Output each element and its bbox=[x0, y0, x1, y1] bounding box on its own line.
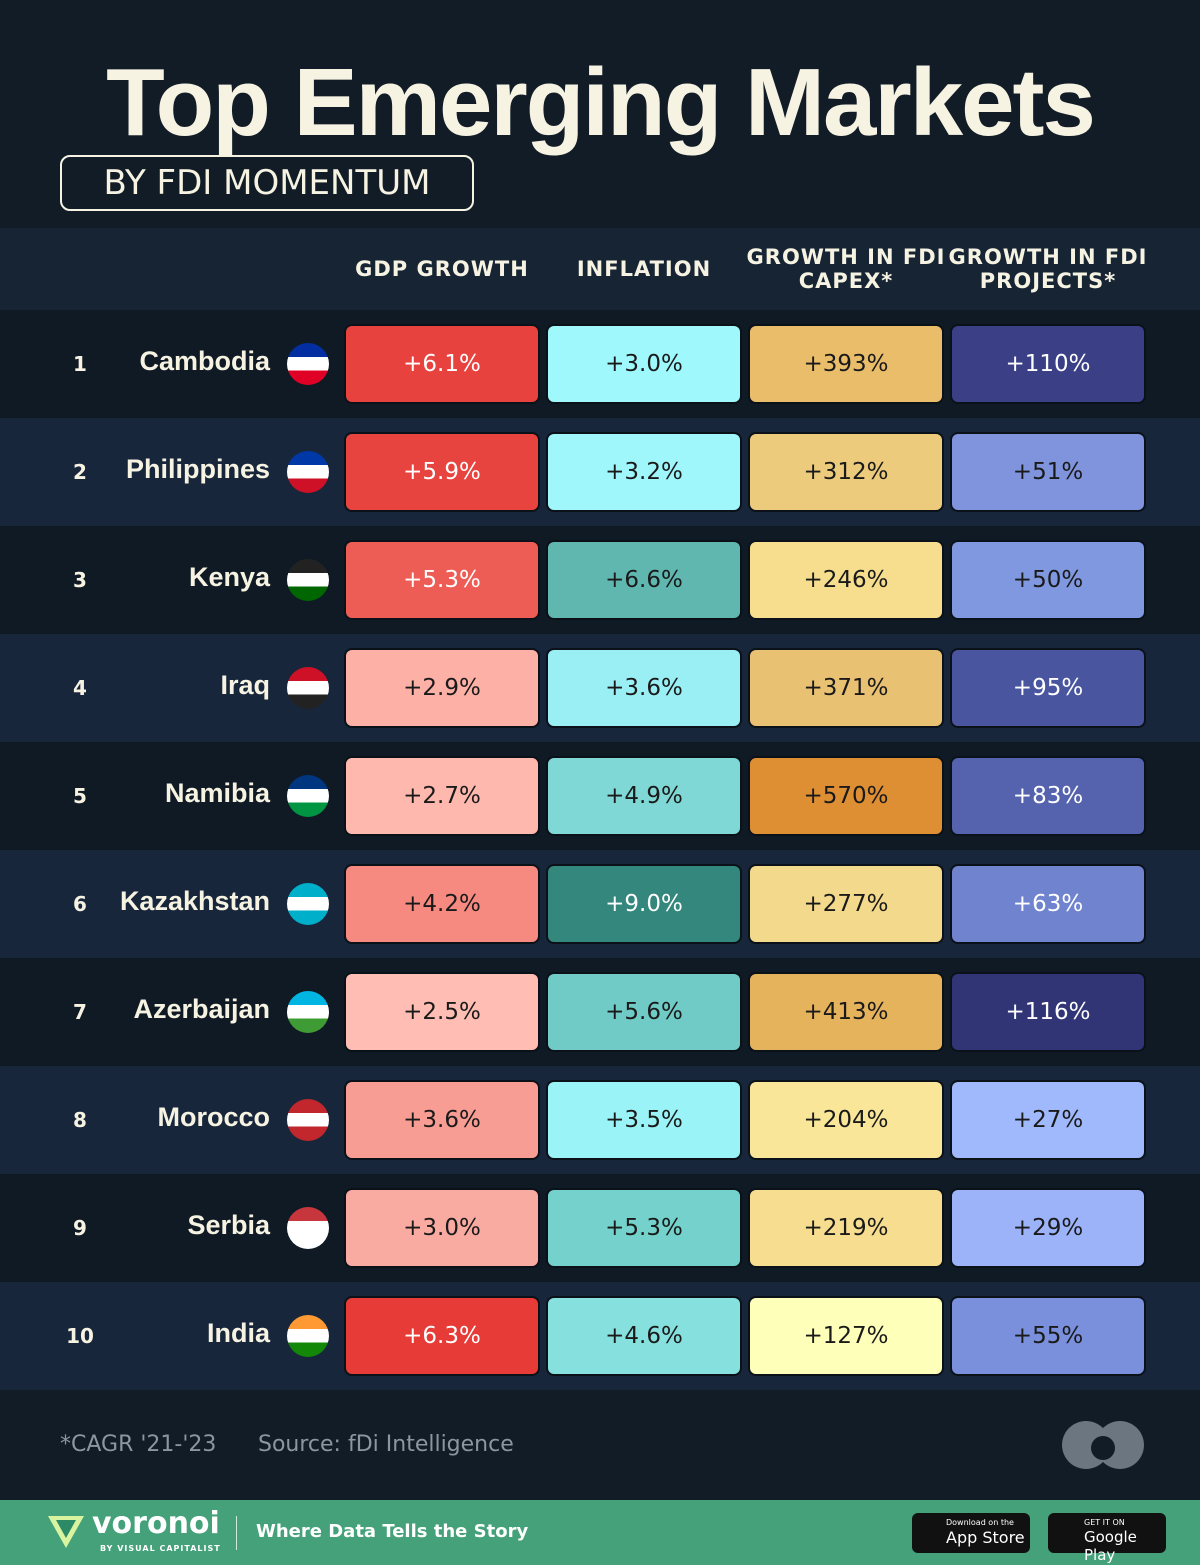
flag bbox=[287, 1207, 329, 1249]
rank: 9 bbox=[73, 1216, 87, 1240]
flag bbox=[287, 559, 329, 601]
country: Iraq bbox=[220, 670, 270, 700]
badge-small: GET IT ON bbox=[1084, 1518, 1125, 1527]
flag bbox=[287, 883, 329, 925]
divider bbox=[236, 1516, 237, 1550]
rank: 2 bbox=[73, 460, 87, 484]
cell: +219% bbox=[750, 1190, 942, 1266]
cell: +9.0% bbox=[548, 866, 740, 942]
app-store-badge[interactable]: Download on the App Store bbox=[912, 1513, 1030, 1553]
column-header: GROWTH IN FDI PROJECTS* bbox=[948, 245, 1148, 293]
cell: +4.6% bbox=[548, 1298, 740, 1374]
cell: +29% bbox=[952, 1190, 1144, 1266]
rank: 8 bbox=[73, 1108, 87, 1132]
rank: 7 bbox=[73, 1000, 87, 1024]
country: Namibia bbox=[164, 778, 270, 808]
cell: +110% bbox=[952, 326, 1144, 402]
cell: +3.0% bbox=[548, 326, 740, 402]
flag bbox=[287, 775, 329, 817]
cell: +2.9% bbox=[346, 650, 538, 726]
source: Source: fDi Intelligence bbox=[258, 1432, 514, 1457]
cell: +2.7% bbox=[346, 758, 538, 834]
country: Morocco bbox=[157, 1102, 270, 1132]
country: Philippines bbox=[125, 454, 270, 484]
cell: +5.9% bbox=[346, 434, 538, 510]
cell: +50% bbox=[952, 542, 1144, 618]
brand-icon bbox=[48, 1516, 84, 1548]
cell: +312% bbox=[750, 434, 942, 510]
title: Top Emerging Markets bbox=[106, 49, 1096, 156]
rank: 1 bbox=[73, 352, 87, 376]
cell: +116% bbox=[952, 974, 1144, 1050]
cell: +371% bbox=[750, 650, 942, 726]
country: Azerbaijan bbox=[133, 994, 270, 1024]
cell: +413% bbox=[750, 974, 942, 1050]
tagline: Where Data Tells the Story bbox=[256, 1521, 529, 1542]
rank: 5 bbox=[73, 784, 87, 808]
footnote: *CAGR '21-'23 bbox=[60, 1432, 217, 1457]
rank: 4 bbox=[73, 676, 87, 700]
column-header: INFLATION bbox=[576, 257, 712, 281]
badge-text: Google Play bbox=[1084, 1528, 1137, 1564]
cell: +246% bbox=[750, 542, 942, 618]
cell: +6.6% bbox=[548, 542, 740, 618]
cell: +83% bbox=[952, 758, 1144, 834]
country: Kazakhstan bbox=[119, 886, 270, 916]
cell: +5.3% bbox=[346, 542, 538, 618]
cell: +3.6% bbox=[346, 1082, 538, 1158]
flag bbox=[287, 991, 329, 1033]
cell: +3.6% bbox=[548, 650, 740, 726]
rank: 10 bbox=[66, 1324, 94, 1348]
cell: +6.1% bbox=[346, 326, 538, 402]
rank: 3 bbox=[73, 568, 87, 592]
flag bbox=[287, 667, 329, 709]
cell: +127% bbox=[750, 1298, 942, 1374]
logo-mark bbox=[1062, 1421, 1144, 1469]
flag bbox=[287, 1315, 329, 1357]
country: India bbox=[206, 1318, 270, 1348]
flag bbox=[287, 343, 329, 385]
subtitle: BY FDI MOMENTUM bbox=[60, 155, 474, 211]
cell: +55% bbox=[952, 1298, 1144, 1374]
cell: +51% bbox=[952, 434, 1144, 510]
column-header: GDP GROWTH bbox=[355, 257, 529, 281]
brand: voronoi bbox=[92, 1506, 220, 1541]
cell: +6.3% bbox=[346, 1298, 538, 1374]
flag bbox=[287, 451, 329, 493]
brand-sub: BY VISUAL CAPITALIST bbox=[100, 1544, 221, 1553]
cell: +27% bbox=[952, 1082, 1144, 1158]
badge-text: App Store bbox=[946, 1528, 1025, 1547]
country: Cambodia bbox=[139, 346, 270, 376]
header-band bbox=[0, 228, 1200, 310]
country: Kenya bbox=[188, 562, 270, 592]
cell: +277% bbox=[750, 866, 942, 942]
cell: +4.9% bbox=[548, 758, 740, 834]
cell: +5.6% bbox=[548, 974, 740, 1050]
cell: +570% bbox=[750, 758, 942, 834]
cell: +393% bbox=[750, 326, 942, 402]
cell: +5.3% bbox=[548, 1190, 740, 1266]
badge-small: Download on the bbox=[946, 1518, 1014, 1527]
cell: +204% bbox=[750, 1082, 942, 1158]
cell: +4.2% bbox=[346, 866, 538, 942]
google-play-badge[interactable]: GET IT ON Google Play bbox=[1048, 1513, 1166, 1564]
cell: +95% bbox=[952, 650, 1144, 726]
cell: +3.0% bbox=[346, 1190, 538, 1266]
cell: +2.5% bbox=[346, 974, 538, 1050]
column-header: GROWTH IN FDI CAPEX* bbox=[746, 245, 946, 293]
rank: 6 bbox=[73, 892, 87, 916]
country: Serbia bbox=[187, 1210, 270, 1240]
cell: +63% bbox=[952, 866, 1144, 942]
cell: +3.2% bbox=[548, 434, 740, 510]
flag bbox=[287, 1099, 329, 1141]
cell: +3.5% bbox=[548, 1082, 740, 1158]
